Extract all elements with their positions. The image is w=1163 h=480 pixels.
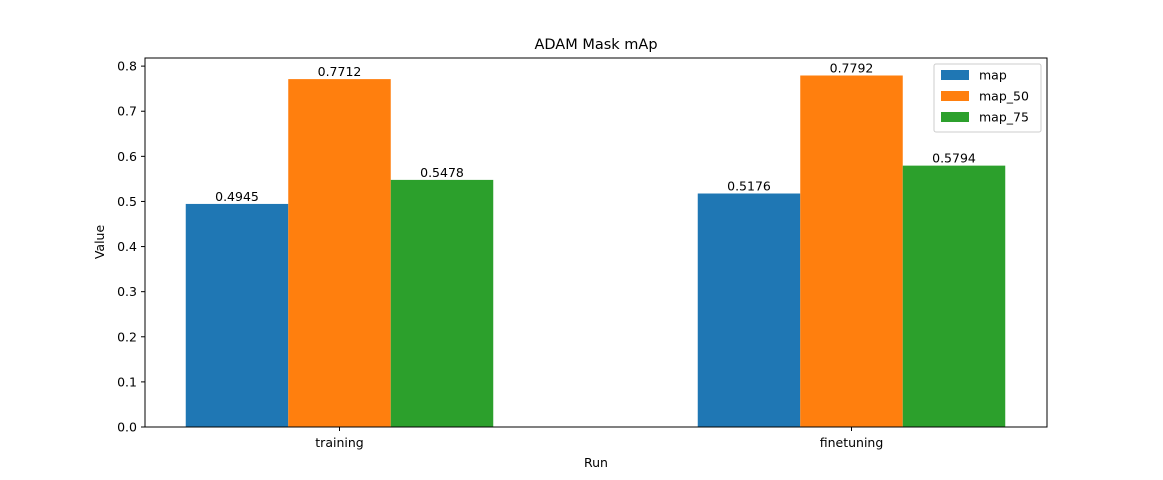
y-tick-label: 0.7 (117, 104, 137, 119)
y-tick-label: 0.8 (117, 59, 137, 74)
data-label-map-training: 0.4945 (215, 189, 259, 204)
legend-swatch-map_75 (941, 112, 969, 122)
legend-swatch-map_50 (941, 91, 969, 101)
data-label-map_50-finetuning: 0.7792 (830, 61, 874, 76)
y-tick-label: 0.4 (117, 239, 137, 254)
bar-map_50-training (288, 79, 391, 428)
bars-layer (185, 75, 1006, 428)
bar-map_75-finetuning (902, 165, 1006, 427)
x-tick-label-finetuning: finetuning (820, 435, 884, 450)
y-tick-label: 0.2 (117, 329, 137, 344)
data-labels-layer: 0.4945 0.7712 0.5478 0.5176 0.7792 0.5794 (215, 61, 976, 204)
y-tick-label: 0.3 (117, 284, 137, 299)
data-label-map_75-finetuning: 0.5794 (932, 151, 976, 166)
axes-layer: 0.0 0.1 0.2 0.3 0.4 0.5 0.6 0.7 0.8 training finet… (117, 57, 1048, 450)
bar-map-training (185, 203, 289, 427)
legend-swatch-map (941, 70, 969, 80)
bar-map_75-training (390, 179, 494, 427)
y-tick-label: 0.1 (117, 374, 137, 389)
y-tick-label: 0.0 (117, 420, 137, 435)
y-tick-label: 0.6 (117, 149, 137, 164)
data-label-map_75-training: 0.5478 (420, 165, 464, 180)
chart-title: ADAM Mask mAp (534, 37, 657, 53)
data-label-map_50-training: 0.7712 (318, 64, 362, 79)
legend-label-map: map (979, 68, 1007, 83)
x-axis-label: Run (584, 455, 608, 470)
x-tick-label-training: training (315, 435, 363, 450)
legend-label-map_50: map_50 (979, 89, 1029, 104)
plot-frame (144, 57, 1048, 428)
bar-map-finetuning (697, 193, 801, 427)
bar-map_50-finetuning (800, 75, 903, 427)
legend-label-map_75: map_75 (979, 110, 1029, 125)
legend: map map_50 map_75 (933, 63, 1042, 133)
data-label-map-finetuning: 0.5176 (727, 179, 771, 194)
y-tick-label: 0.5 (117, 194, 137, 209)
y-axis-label: Value (92, 225, 107, 260)
